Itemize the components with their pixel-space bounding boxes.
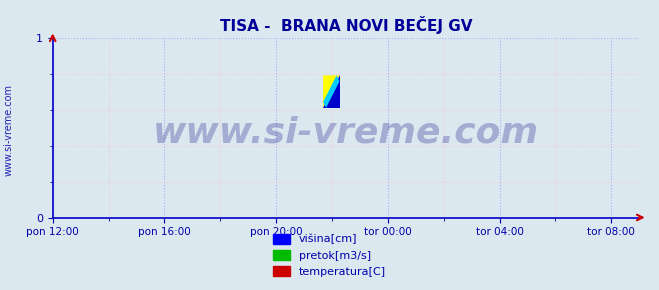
Legend: višina[cm], pretok[m3/s], temperatura[C]: višina[cm], pretok[m3/s], temperatura[C] [269,229,390,282]
Polygon shape [323,75,339,108]
Polygon shape [323,75,339,108]
Text: www.si-vreme.com: www.si-vreme.com [153,116,539,150]
Polygon shape [323,75,339,108]
Title: TISA -  BRANA NOVI BEČEJ GV: TISA - BRANA NOVI BEČEJ GV [219,16,473,34]
Text: www.si-vreme.com: www.si-vreme.com [3,84,14,177]
